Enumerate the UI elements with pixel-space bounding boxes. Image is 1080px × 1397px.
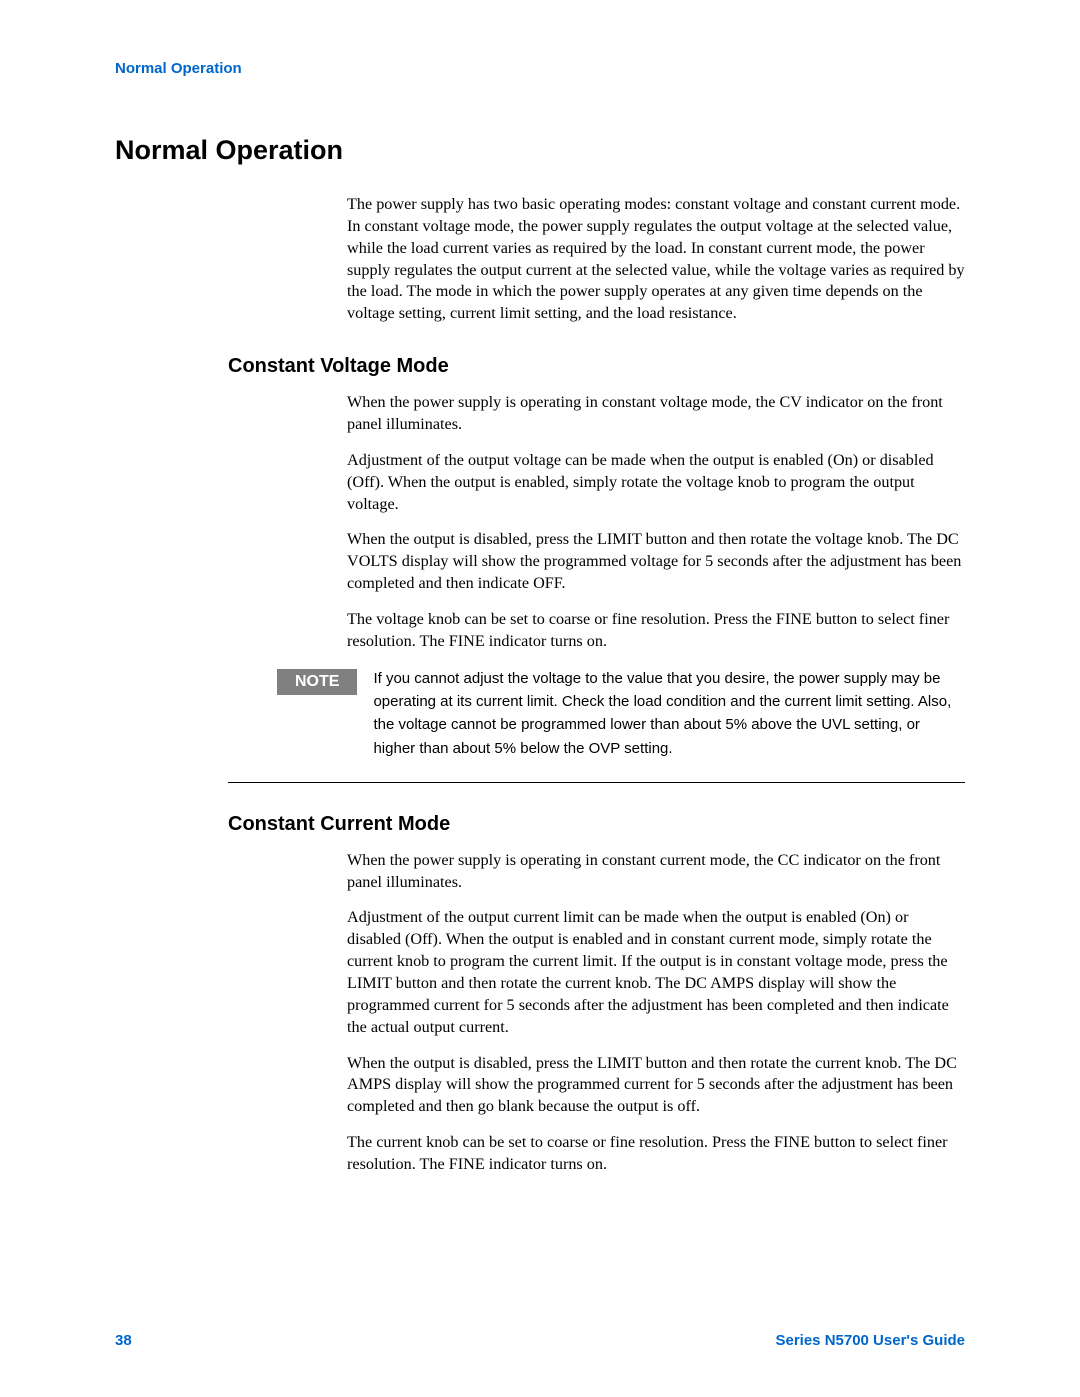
cv-paragraph: The voltage knob can be set to coarse or… bbox=[347, 609, 965, 653]
cv-paragraph: When the power supply is operating in co… bbox=[347, 392, 965, 436]
running-header: Normal Operation bbox=[115, 60, 965, 77]
guide-title: Series N5700 User's Guide bbox=[775, 1332, 965, 1349]
cc-paragraph: When the power supply is operating in co… bbox=[347, 850, 965, 894]
cc-paragraph: The current knob can be set to coarse or… bbox=[347, 1132, 965, 1176]
section-heading-cv: Constant Voltage Mode bbox=[228, 355, 965, 378]
page-container: Normal Operation Normal Operation The po… bbox=[0, 0, 1080, 1397]
cv-paragraph: When the output is disabled, press the L… bbox=[347, 529, 965, 595]
note-block: NOTE If you cannot adjust the voltage to… bbox=[277, 667, 965, 760]
page-number: 38 bbox=[115, 1332, 132, 1349]
section-heading-cc: Constant Current Mode bbox=[228, 813, 965, 836]
section-divider bbox=[228, 782, 965, 783]
page-footer: 38 Series N5700 User's Guide bbox=[115, 1332, 965, 1349]
cc-paragraph: When the output is disabled, press the L… bbox=[347, 1053, 965, 1119]
intro-paragraph: The power supply has two basic operating… bbox=[347, 194, 965, 325]
page-title: Normal Operation bbox=[115, 135, 965, 166]
cc-paragraph: Adjustment of the output current limit c… bbox=[347, 907, 965, 1038]
note-badge: NOTE bbox=[277, 669, 357, 695]
note-text: If you cannot adjust the voltage to the … bbox=[373, 667, 965, 760]
cv-paragraph: Adjustment of the output voltage can be … bbox=[347, 450, 965, 516]
